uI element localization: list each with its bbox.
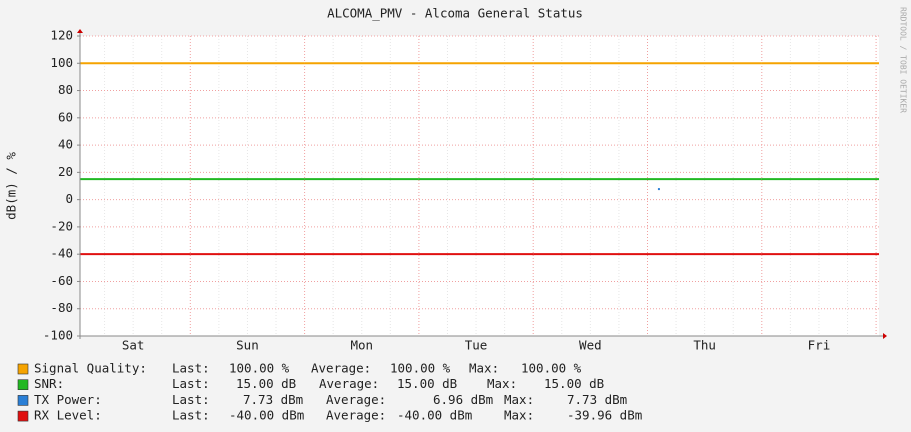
y-tick-label: -40 [50,246,73,261]
legend-stat-label: Average: [311,361,371,376]
legend-average: -40.00 dBm [397,408,472,423]
x-tick-label: Mon [350,338,373,353]
y-tick-label: 20 [58,164,73,179]
legend-max: -39.96 dBm [567,408,642,423]
legend-swatch [17,379,29,391]
legend-stat-label: Last: [172,376,210,391]
y-tick-label: 80 [58,82,73,97]
legend-average: 100.00 % [390,361,451,376]
y-tick-label: -100 [43,328,73,343]
side-text: RRDTOOL / TOBI OETIKER [899,7,908,113]
legend-label: Signal Quality: [34,361,147,376]
legend-last: 7.73 dBm [243,392,303,407]
x-tick-label: Sat [122,338,145,353]
legend-label: SNR: [34,376,64,391]
y-tick-label: -80 [50,300,73,315]
chart-title: ALCOMA_PMV - Alcoma General Status [327,6,583,21]
legend-swatch [17,395,29,406]
y-tick-label: 0 [65,191,73,206]
y-tick-label: 60 [58,109,73,124]
legend-stat-label: Last: [172,392,210,407]
legend-max: 15.00 dB [544,376,604,391]
legend-stat-label: Max: [469,361,499,376]
y-tick-label: 120 [50,28,73,43]
legend-stat-label: Average: [326,408,386,423]
y-axis-label: dB(m) / % [4,152,19,220]
legend-average: 6.96 dBm [433,392,493,407]
legend-stat-label: Max: [504,392,534,407]
legend-swatch [17,410,29,422]
legend-stat-label: Average: [319,376,379,391]
x-axis-arrow [883,333,887,339]
legend-last: 100.00 % [229,361,290,376]
legend-stat-label: Max: [504,408,534,423]
x-tick-label: Thu [693,338,716,353]
x-tick-label: Fri [808,338,831,353]
legend-last: -40.00 dBm [229,408,304,423]
legend-label: RX Level: [34,408,102,423]
legend-swatch [17,363,29,375]
legend-average: 15.00 dB [397,376,457,391]
legend-last: 15.00 dB [236,376,296,391]
legend-max: 100.00 % [521,361,582,376]
x-tick-label: Sun [236,338,259,353]
x-tick-label: Wed [579,338,602,353]
legend-max: 7.73 dBm [567,392,627,407]
legend-label: TX Power: [34,392,102,407]
y-tick-label: -20 [50,218,73,233]
y-tick-label: 100 [50,55,73,70]
y-axis-arrow [77,29,83,33]
y-tick-label: 40 [58,137,73,152]
legend-stat-label: Last: [172,408,210,423]
legend-stat-label: Average: [326,392,386,407]
y-tick-label: -60 [50,273,73,288]
plot-area [80,36,879,336]
legend-stat-label: Last: [172,361,210,376]
legend-stat-label: Max: [487,376,517,391]
x-tick-label: Tue [465,338,488,353]
